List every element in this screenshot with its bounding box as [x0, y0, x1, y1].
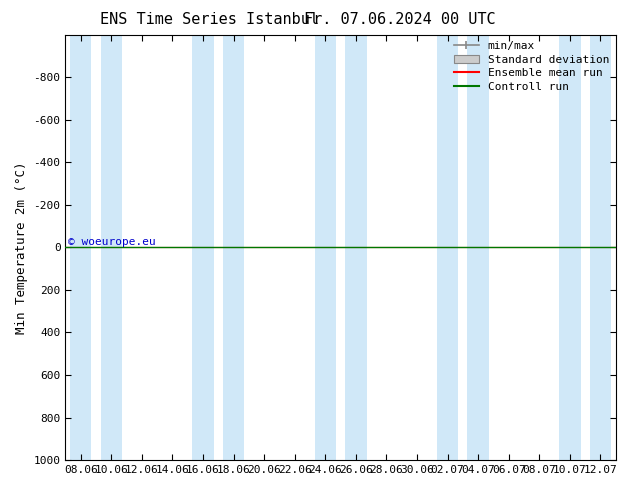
Bar — [70, 35, 91, 460]
Text: © woeurope.eu: © woeurope.eu — [68, 237, 156, 247]
Bar — [467, 35, 489, 460]
Bar — [314, 35, 336, 460]
Bar — [101, 35, 122, 460]
Bar — [345, 35, 366, 460]
Bar — [437, 35, 458, 460]
Bar — [559, 35, 581, 460]
Y-axis label: Min Temperature 2m (°C): Min Temperature 2m (°C) — [15, 161, 28, 334]
Bar — [223, 35, 244, 460]
Text: ENS Time Series Istanbul: ENS Time Series Istanbul — [100, 12, 319, 27]
Legend: min/max, Standard deviation, Ensemble mean run, Controll run: min/max, Standard deviation, Ensemble me… — [450, 37, 614, 96]
Bar — [590, 35, 611, 460]
Bar — [192, 35, 214, 460]
Text: Fr. 07.06.2024 00 UTC: Fr. 07.06.2024 00 UTC — [304, 12, 495, 27]
